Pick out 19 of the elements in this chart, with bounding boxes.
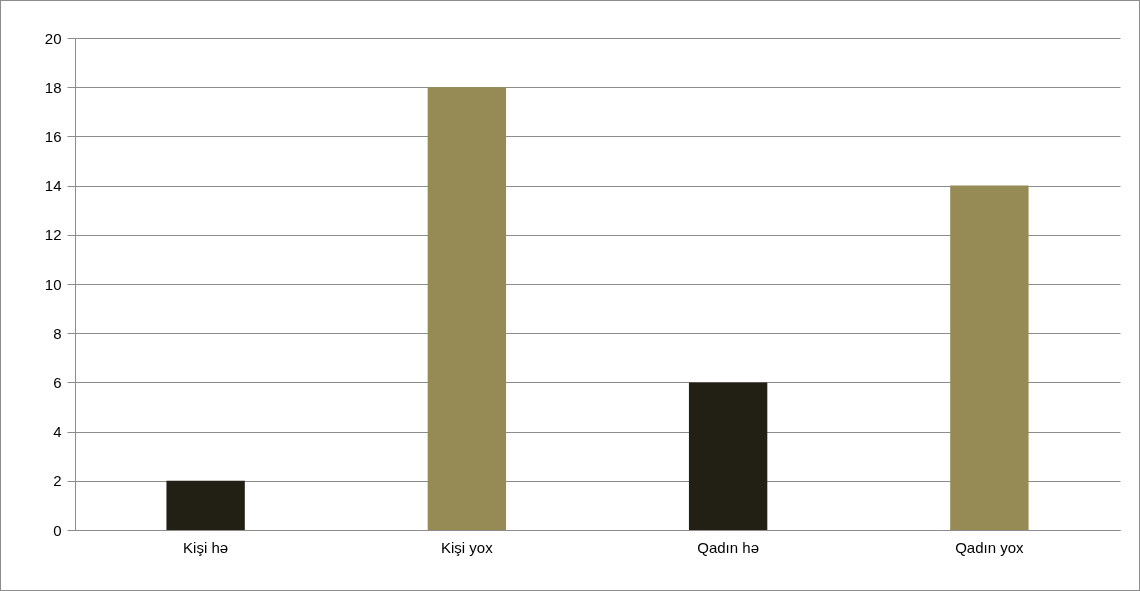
y-tick-label: 6 — [53, 373, 62, 391]
y-tick-label: 0 — [53, 521, 62, 539]
y-tick-label: 20 — [44, 29, 62, 47]
y-tick-label: 8 — [53, 324, 62, 342]
bar — [950, 185, 1029, 530]
x-tick-label: Qadın hə — [697, 538, 759, 556]
y-tick-label: 16 — [44, 127, 62, 145]
x-tick-label: Kişi hə — [183, 538, 229, 556]
y-tick-label: 18 — [44, 78, 62, 96]
bar — [427, 87, 507, 530]
y-tick-label: 4 — [53, 423, 62, 441]
bar — [166, 480, 245, 530]
x-tick-label: Qadın yox — [955, 538, 1025, 556]
x-tick-label: Kişi yox — [441, 538, 494, 556]
y-tick-label: 10 — [44, 275, 62, 293]
y-tick-label: 14 — [44, 177, 62, 195]
y-tick-label: 12 — [44, 226, 62, 244]
y-tick-label: 2 — [53, 472, 62, 490]
bar — [688, 382, 768, 530]
